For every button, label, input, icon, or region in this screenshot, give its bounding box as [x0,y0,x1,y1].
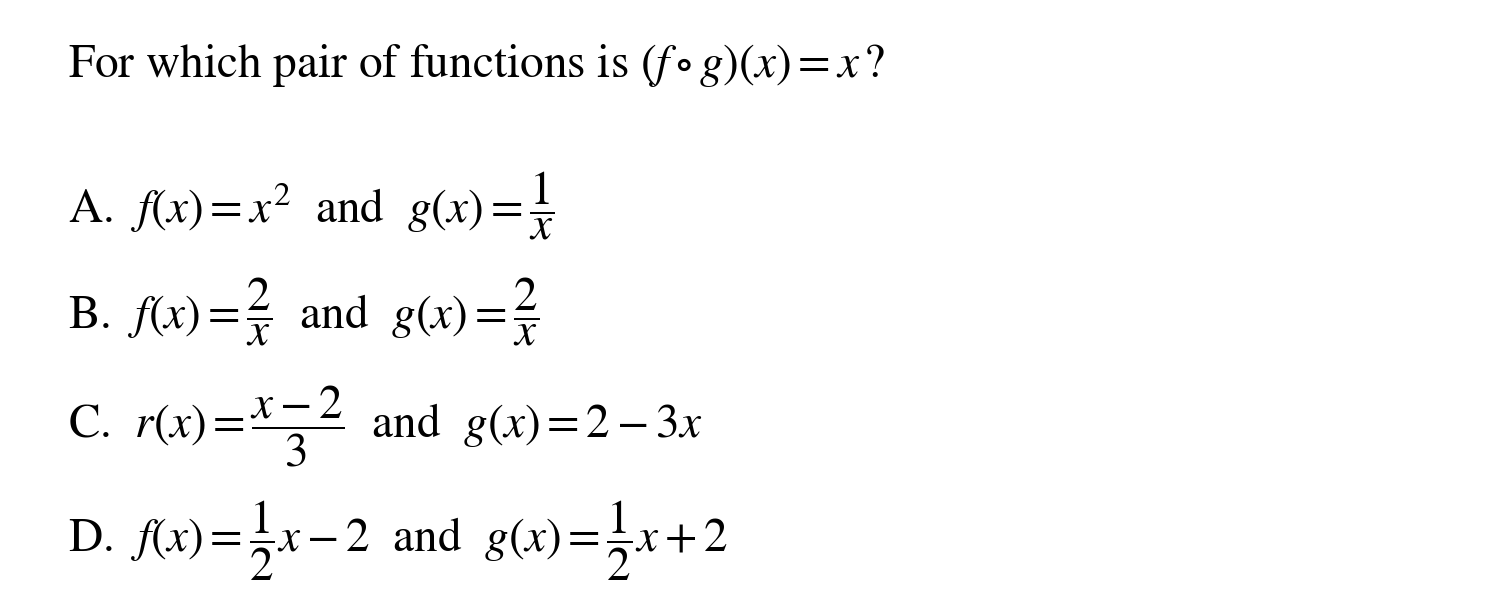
Text: D.  $f(x) = \dfrac{1}{2}x - 2$  and  $g(x) = \dfrac{1}{2}x + 2$: D. $f(x) = \dfrac{1}{2}x - 2$ and $g(x) … [68,498,728,583]
Text: A.  $f(x) = x^2$  and  $g(x) = \dfrac{1}{x}$: A. $f(x) = x^2$ and $g(x) = \dfrac{1}{x}… [68,169,555,242]
Text: C.  $r(x) = \dfrac{x-2}{3}$  and  $g(x) = 2 - 3x$: C. $r(x) = \dfrac{x-2}{3}$ and $g(x) = 2… [68,384,702,469]
Text: B.  $f(x) = \dfrac{2}{x}$  and  $g(x) = \dfrac{2}{x}$: B. $f(x) = \dfrac{2}{x}$ and $g(x) = \df… [68,275,538,347]
Text: For which pair of functions is $(f \circ g)(x) = x\,$?: For which pair of functions is $(f \circ… [68,42,885,89]
